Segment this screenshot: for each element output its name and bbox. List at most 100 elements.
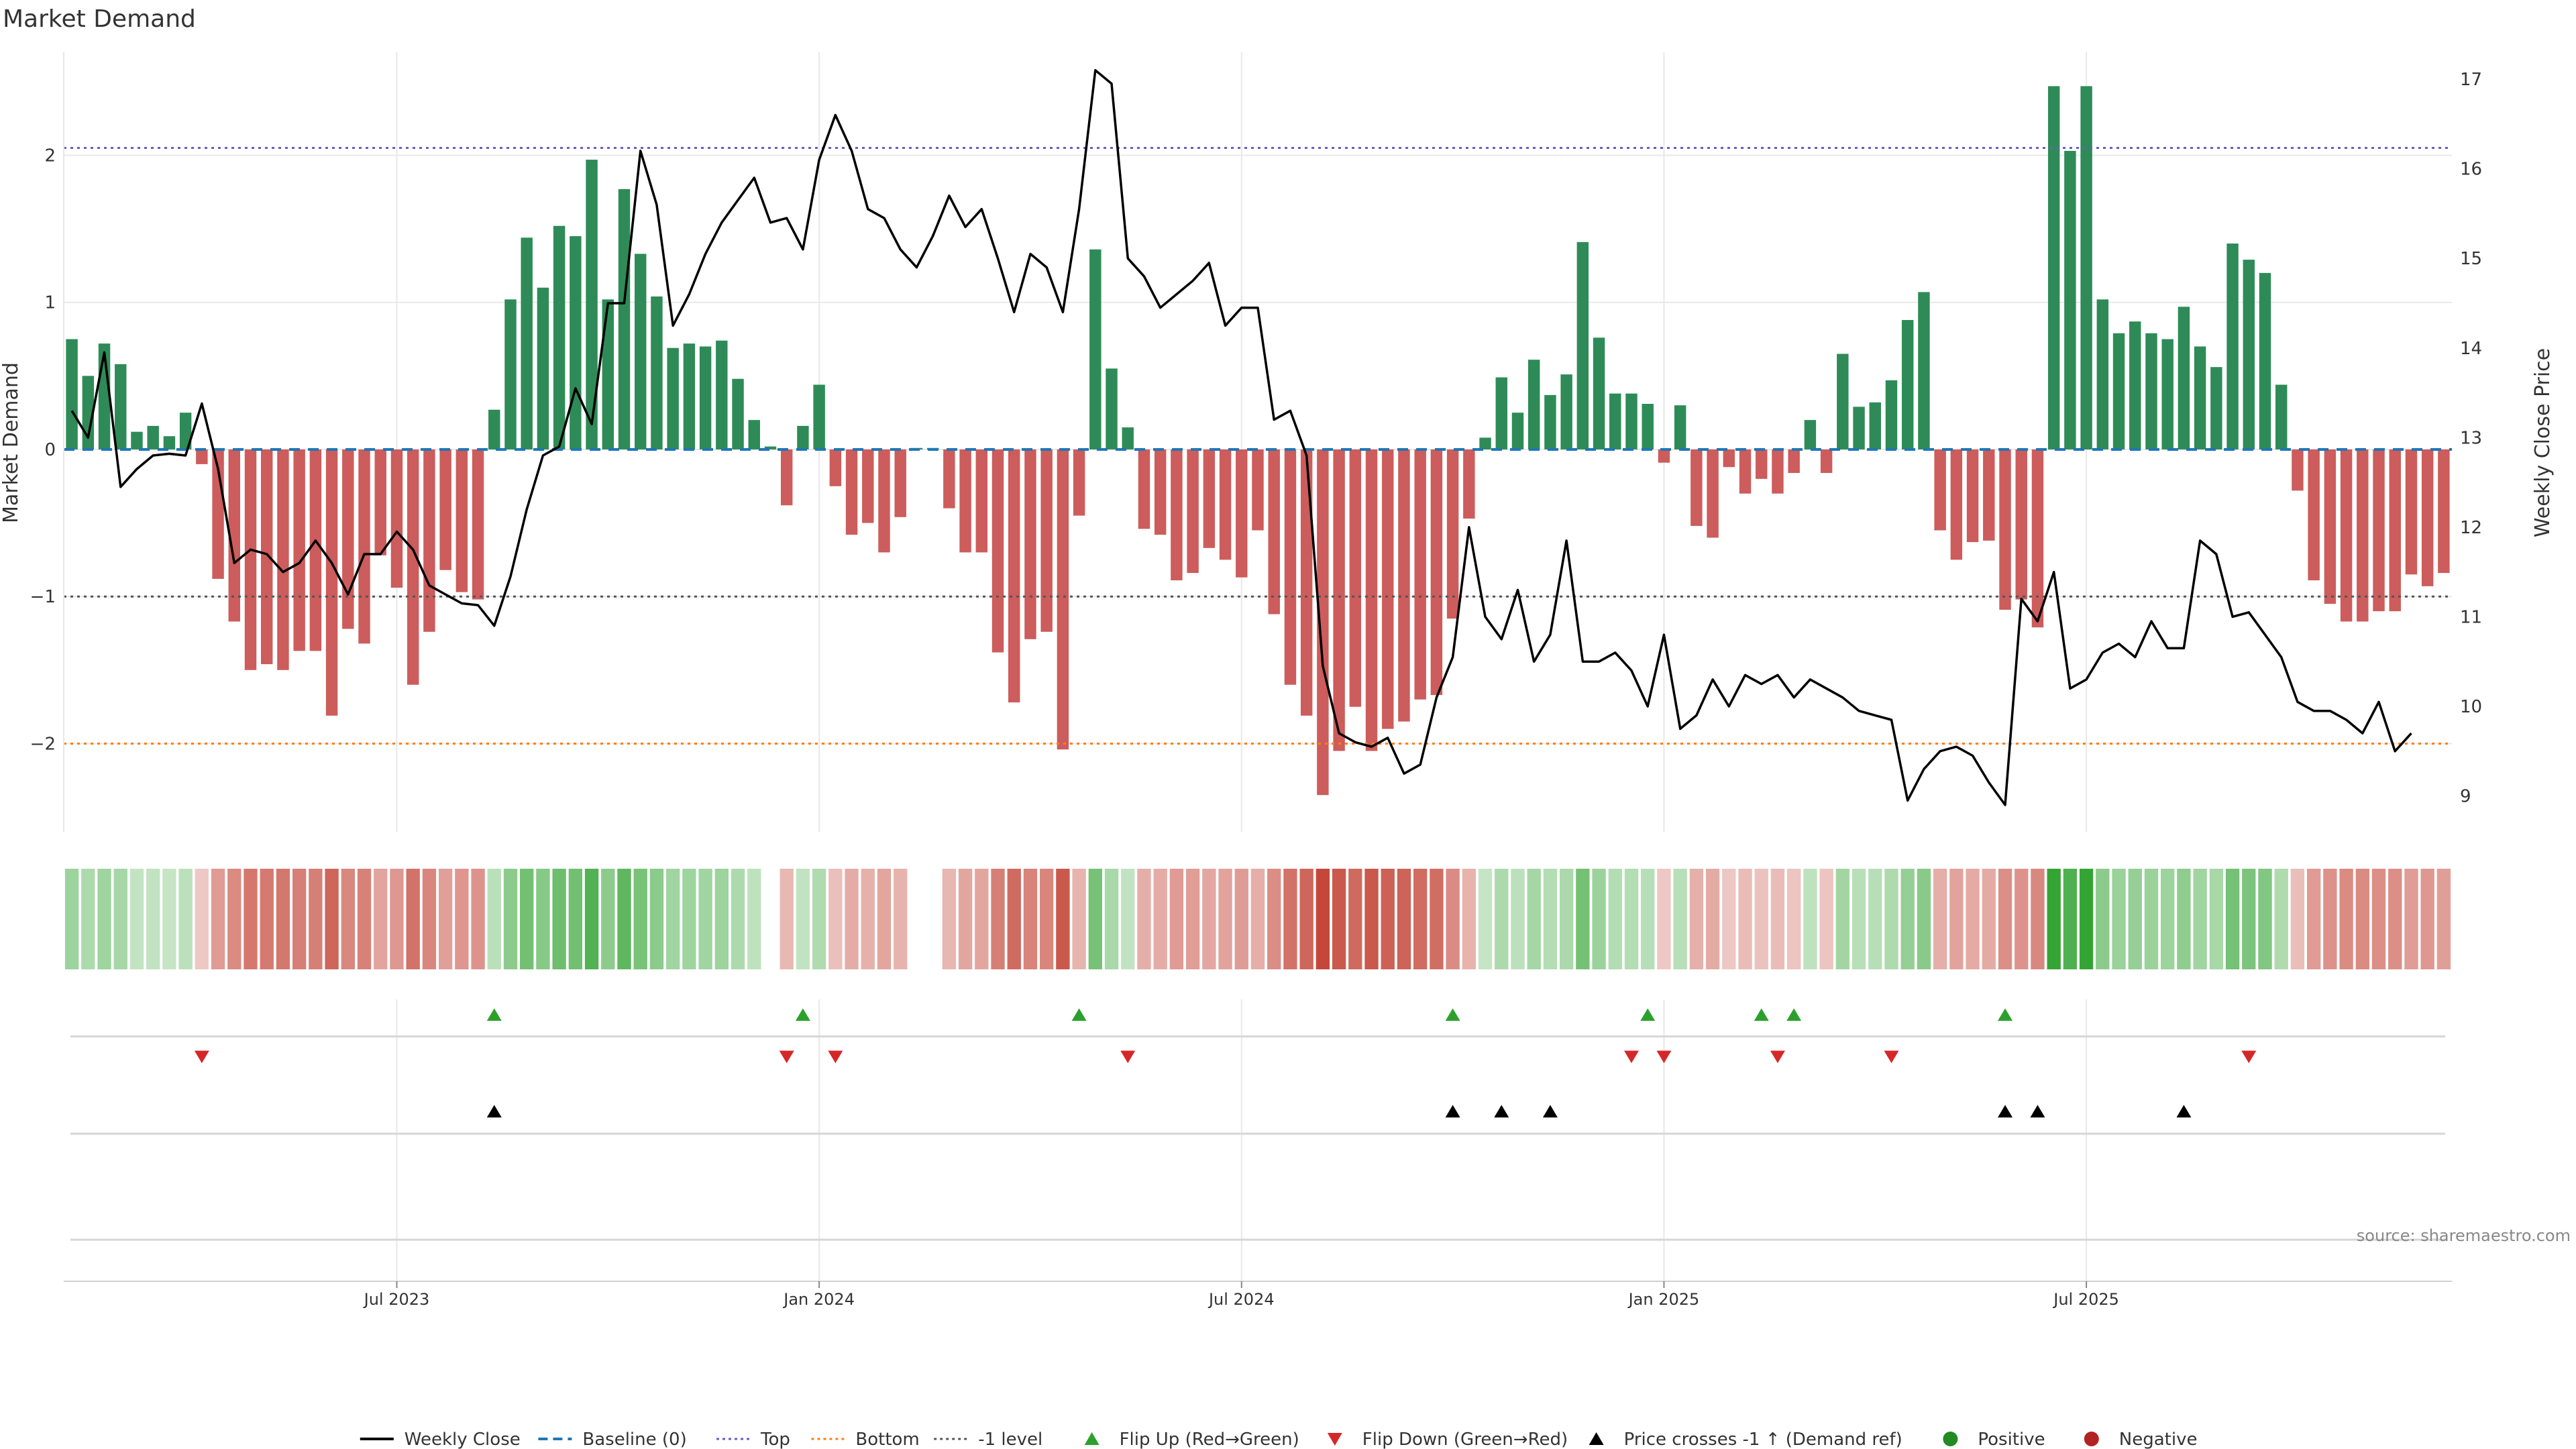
heat-cell <box>520 869 534 969</box>
demand-bar <box>845 449 858 535</box>
demand-bar <box>1820 449 1833 474</box>
demand-bar <box>1268 449 1280 614</box>
demand-bar <box>472 449 484 600</box>
heat-cell <box>1608 869 1622 969</box>
right-tick-label: 11 <box>2460 607 2482 627</box>
heat-cell <box>633 869 647 969</box>
heat-cell <box>780 869 794 969</box>
demand-bar <box>1057 449 1069 750</box>
demand-bar <box>2145 333 2157 449</box>
x-tick-label: Jan 2024 <box>782 1290 855 1309</box>
demand-bar <box>780 449 793 506</box>
heat-cell <box>1169 869 1184 969</box>
left-tick-label: −1 <box>30 587 56 607</box>
heat-cell <box>1949 869 1964 969</box>
demand-bar <box>2210 367 2222 449</box>
demand-bar <box>2161 339 2174 449</box>
price-cross-marker <box>1998 1105 2013 1118</box>
demand-bar <box>716 340 728 449</box>
flip-down-marker <box>828 1051 843 1063</box>
demand-bar <box>277 449 289 670</box>
heat-cell <box>1007 869 1021 969</box>
demand-bar <box>1398 449 1410 722</box>
demand-bar <box>2080 86 2092 449</box>
demand-bar <box>797 425 809 449</box>
heat-cell <box>1543 869 1558 969</box>
legend-label: Bottom <box>855 1430 919 1449</box>
heat-cell <box>812 869 826 969</box>
heat-cell <box>845 869 859 969</box>
heat-cell <box>714 869 729 969</box>
heat-cell <box>1673 869 1687 969</box>
heat-cell <box>64 869 79 969</box>
heat-cell <box>731 869 745 969</box>
demand-bar <box>2308 449 2320 581</box>
demand-bar <box>1707 449 1719 538</box>
heat-cell <box>877 869 892 969</box>
heat-cell <box>1299 869 1313 969</box>
demand-bar <box>1756 449 1768 479</box>
legend-label: Baseline (0) <box>582 1430 686 1449</box>
demand-bar <box>1690 449 1703 526</box>
right-tick-label: 17 <box>2460 70 2482 90</box>
heat-cell <box>1056 869 1070 969</box>
demand-bar <box>1040 449 1053 632</box>
heat-cell <box>828 869 843 969</box>
demand-bar <box>1788 449 1800 474</box>
demand-bar <box>1089 249 1102 449</box>
heat-cell <box>406 869 420 969</box>
demand-bar <box>2129 321 2141 449</box>
demand-bar <box>2421 449 2434 586</box>
heat-cell <box>1267 869 1281 969</box>
demand-bar <box>2243 260 2255 449</box>
flip-up-marker <box>1071 1008 1087 1021</box>
heat-cell <box>1559 869 1574 969</box>
price-cross-marker <box>1542 1105 1558 1118</box>
demand-bar <box>764 446 777 449</box>
demand-bar <box>1219 449 1232 560</box>
heat-cell <box>455 869 469 969</box>
demand-bar <box>374 449 386 555</box>
flip-down-marker <box>194 1051 209 1063</box>
demand-heat-strip <box>64 869 2451 969</box>
heat-cell <box>2128 869 2142 969</box>
heat-cell <box>2096 869 2110 969</box>
demand-bar <box>553 225 566 449</box>
demand-bar <box>1382 449 1394 729</box>
demand-bar <box>1430 449 1443 696</box>
heat-cell <box>1722 869 1736 969</box>
heat-cell <box>1705 869 1720 969</box>
reference-levels <box>64 147 2452 745</box>
heat-cell <box>1250 869 1265 969</box>
heat-cell <box>1576 869 1590 969</box>
demand-bar <box>1171 449 1183 581</box>
demand-bar <box>2178 307 2190 449</box>
demand-bar <box>423 449 435 632</box>
demand-bar <box>1414 449 1426 700</box>
heat-cell <box>975 869 989 969</box>
demand-bar <box>1625 393 1638 449</box>
heat-cell <box>1088 869 1102 969</box>
demand-bar <box>991 449 1004 653</box>
heat-cell <box>2355 869 2369 969</box>
heat-cell <box>1884 869 1898 969</box>
chart-title: Market Demand <box>3 5 196 33</box>
heat-cell <box>665 869 680 969</box>
right-tick-label: 14 <box>2460 339 2482 359</box>
demand-bar <box>894 449 906 517</box>
demand-bars <box>66 86 2450 796</box>
right-tick-label: 15 <box>2460 249 2482 269</box>
heat-cell <box>260 869 274 969</box>
heat-cell <box>2339 869 2353 969</box>
demand-bar <box>1024 449 1036 639</box>
demand-bar <box>602 299 614 449</box>
demand-bar <box>261 449 273 665</box>
heat-cell <box>1592 869 1606 969</box>
heat-cell <box>1153 869 1167 969</box>
heat-cell <box>1641 869 1655 969</box>
heat-cell <box>1348 869 1362 969</box>
demand-bar <box>2389 449 2401 612</box>
heat-cell <box>991 869 1005 969</box>
heat-cell <box>958 869 973 969</box>
heat-cell <box>1624 869 1639 969</box>
